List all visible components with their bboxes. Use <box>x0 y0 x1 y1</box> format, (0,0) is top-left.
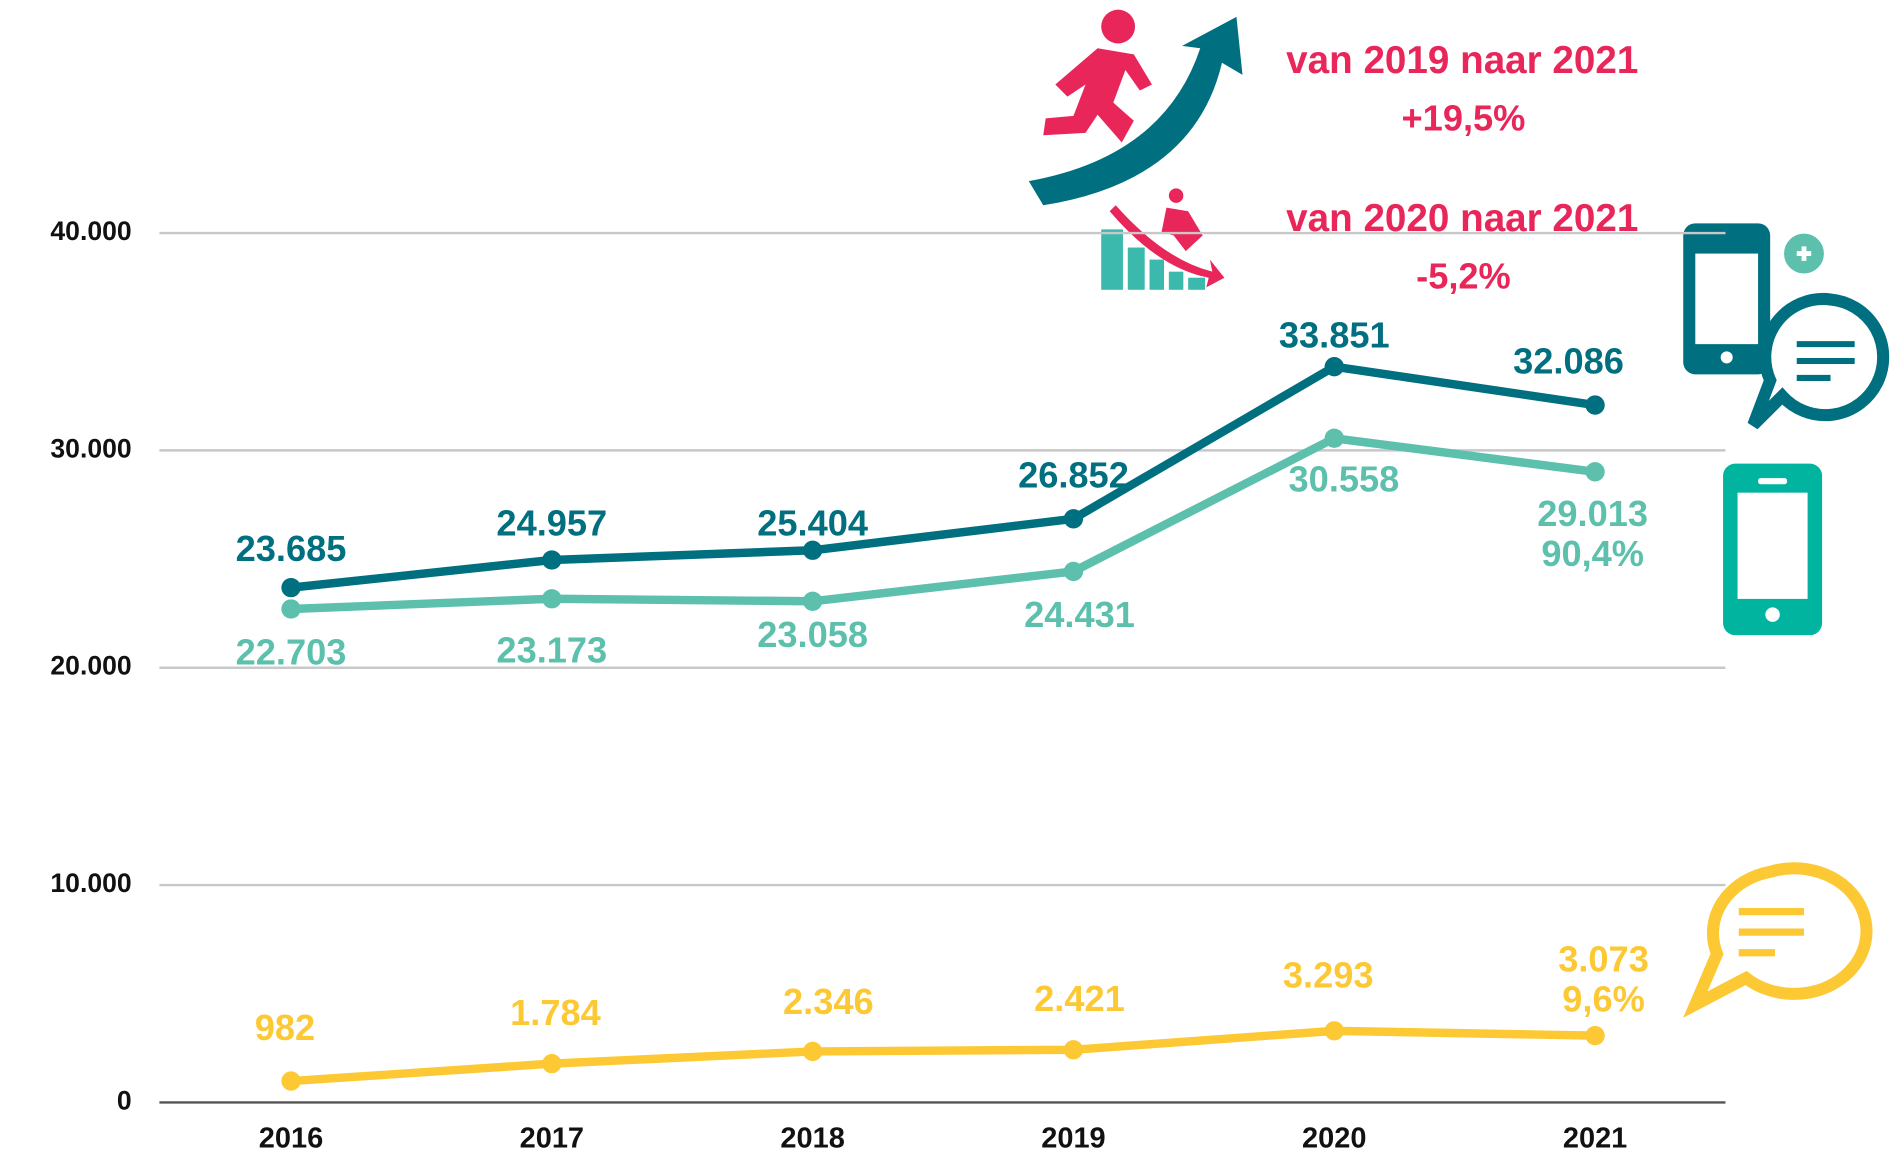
x-tick-label: 2020 <box>1302 1123 1366 1155</box>
x-tick-label: 2018 <box>780 1123 844 1155</box>
rising-arrow-icon <box>1028 16 1243 206</box>
data-label: 24.957 <box>496 503 607 544</box>
y-tick-label: 10.000 <box>50 868 131 898</box>
y-tick-label: 0 <box>117 1085 132 1115</box>
series-line <box>290 434 1596 614</box>
annotation: -5,2% <box>1416 255 1511 296</box>
data-label: 30.558 <box>1289 458 1400 499</box>
data-label: 3.073 <box>1558 939 1649 980</box>
data-label: 1.784 <box>510 992 601 1033</box>
data-point <box>542 550 562 570</box>
falling-bars-icon <box>1101 188 1225 290</box>
data-label: 23.058 <box>757 614 868 655</box>
data-label: 24.431 <box>1024 594 1135 635</box>
data-point <box>1063 561 1084 582</box>
data-point <box>542 1053 562 1074</box>
data-point <box>1324 1021 1344 1041</box>
x-tick-label: 2017 <box>520 1123 584 1155</box>
data-point <box>542 589 562 609</box>
share-label: 9,6% <box>1562 978 1645 1019</box>
y-tick-label: 40.000 <box>50 216 131 246</box>
data-point <box>281 599 301 619</box>
runner-icon <box>1043 9 1152 143</box>
data-label: 23.685 <box>236 528 347 569</box>
data-label: 2.421 <box>1034 978 1125 1019</box>
data-label: 32.086 <box>1513 341 1624 382</box>
data-label: 22.703 <box>236 631 347 672</box>
data-label: 23.173 <box>496 630 607 671</box>
series-line <box>290 362 1596 592</box>
data-point <box>1585 462 1605 482</box>
chat-icon <box>1683 862 1873 1018</box>
data-point <box>1585 395 1605 415</box>
data-label: 26.852 <box>1018 454 1129 495</box>
phone-chat-icon <box>1683 223 1890 430</box>
data-label: 29.013 <box>1537 493 1648 534</box>
phone-icon <box>1723 463 1823 636</box>
data-point <box>1324 428 1344 448</box>
annotation: +19,5% <box>1402 97 1526 138</box>
annotation: van 2020 naar 2021 <box>1286 197 1638 240</box>
data-label: 33.851 <box>1279 314 1390 355</box>
data-point <box>1063 509 1084 529</box>
data-point <box>802 591 823 611</box>
data-label: 982 <box>255 1007 315 1048</box>
y-tick-label: 20.000 <box>50 651 131 681</box>
data-label: 25.404 <box>757 503 868 544</box>
data-label: 3.293 <box>1283 954 1374 995</box>
share-label: 90,4% <box>1541 533 1644 574</box>
data-point <box>1063 1040 1084 1060</box>
x-tick-label: 2019 <box>1041 1123 1105 1155</box>
x-tick-label: 2016 <box>259 1123 323 1155</box>
data-label: 2.346 <box>783 981 874 1022</box>
data-point <box>281 1071 301 1091</box>
data-point <box>1324 357 1344 377</box>
y-tick-label: 30.000 <box>50 433 131 463</box>
data-point <box>281 577 301 598</box>
series-line <box>290 1026 1596 1086</box>
annotation: van 2019 naar 2021 <box>1286 39 1638 82</box>
data-point <box>802 540 823 560</box>
data-point <box>802 1041 823 1062</box>
data-point <box>1585 1025 1605 1046</box>
x-tick-label: 2021 <box>1563 1123 1627 1155</box>
